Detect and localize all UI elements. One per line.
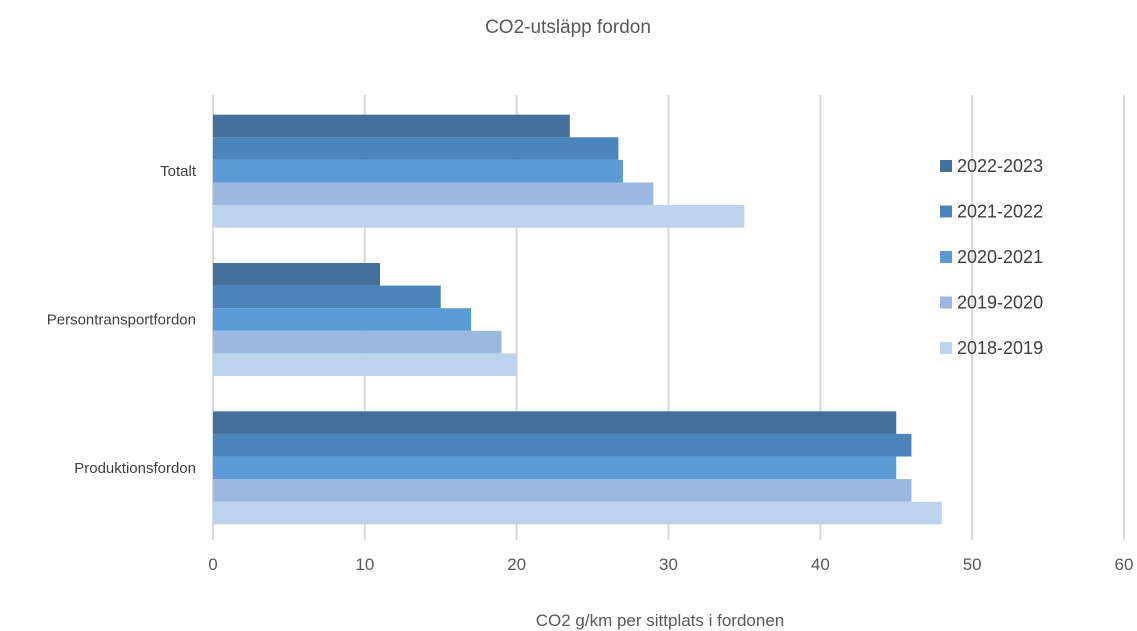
bar-1-4 (213, 353, 517, 376)
category-labels: Totalt Persontransportfordon Produktionsfo… (47, 163, 197, 477)
bar-2-0 (213, 411, 897, 434)
bar-0-2 (213, 159, 623, 183)
x-axis-ticks: 0 10 20 30 40 50 60 (208, 555, 1133, 574)
legend: 2022-2023 2021-2022 2020-2021 2019-2020 2018… (940, 156, 1043, 358)
category-label-0: Totalt (160, 163, 197, 180)
bar-1-1 (213, 285, 441, 309)
legend-label-1: 2021-2022 (957, 202, 1043, 222)
bar-2-1 (213, 433, 912, 457)
x-tick-label-6: 60 (1115, 555, 1134, 574)
legend-label-0: 2022-2023 (957, 156, 1043, 176)
category-label-2: Produktionsfordon (74, 460, 196, 477)
x-tick-label-5: 50 (963, 555, 982, 574)
bar-0-4 (213, 205, 745, 228)
legend-swatch-4 (940, 342, 952, 354)
x-axis-title: CO2 g/km per sittplats i fordonen (536, 611, 785, 630)
bar-0-3 (213, 182, 654, 206)
x-tick-label-3: 30 (659, 555, 678, 574)
legend-label-3: 2019-2020 (957, 293, 1043, 313)
legend-label-4: 2018-2019 (957, 338, 1043, 358)
legend-swatch-1 (940, 205, 952, 218)
x-tick-label-0: 0 (208, 555, 217, 574)
x-tick-label-2: 20 (507, 555, 526, 574)
bar-2-2 (213, 456, 897, 480)
x-tick-label-1: 10 (355, 555, 374, 574)
bar-1-0 (213, 263, 381, 286)
category-label-1: Persontransportfordon (47, 312, 196, 329)
legend-swatch-3 (940, 296, 952, 309)
legend-label-2: 2020-2021 (957, 247, 1043, 267)
bar-0-1 (213, 137, 619, 160)
x-tick-label-4: 40 (811, 555, 830, 574)
bar-1-3 (213, 330, 502, 354)
chart-title: CO2-utsläpp fordon (485, 17, 651, 38)
legend-swatch-2 (940, 251, 952, 263)
bar-2-3 (213, 479, 912, 502)
bar-1-2 (213, 308, 472, 331)
bar-2-4 (213, 501, 942, 525)
legend-swatch-0 (940, 160, 952, 172)
bar-0-0 (213, 114, 570, 138)
bars (213, 114, 942, 525)
